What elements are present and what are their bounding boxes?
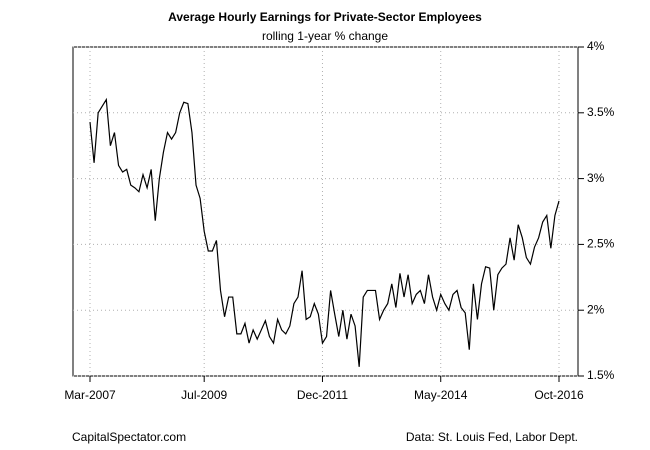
x-tick-label: Jul-2009 (181, 388, 227, 402)
y-tick-label: 3.5% (587, 105, 615, 119)
source-left: CapitalSpectator.com (72, 430, 186, 444)
x-tick-label: Oct-2016 (534, 388, 584, 402)
y-tick-label: 2.5% (587, 237, 615, 251)
y-tick-label: 3% (587, 171, 605, 185)
line (89, 97, 560, 367)
chart-title: Average Hourly Earnings for Private-Sect… (168, 10, 482, 24)
y-tick-label: 1.5% (587, 368, 615, 382)
y-tick-label: 2% (587, 302, 605, 316)
source-right: Data: St. Louis Fed, Labor Dept. (406, 430, 578, 444)
y-tick-label: 4% (587, 39, 605, 53)
x-tick-label: Dec-2011 (297, 388, 348, 402)
x-tick-label: May-2014 (414, 388, 468, 402)
chart-subtitle: rolling 1-year % change (262, 29, 388, 43)
plot-frame (72, 46, 579, 377)
x-tick-label: Mar-2007 (64, 388, 116, 402)
